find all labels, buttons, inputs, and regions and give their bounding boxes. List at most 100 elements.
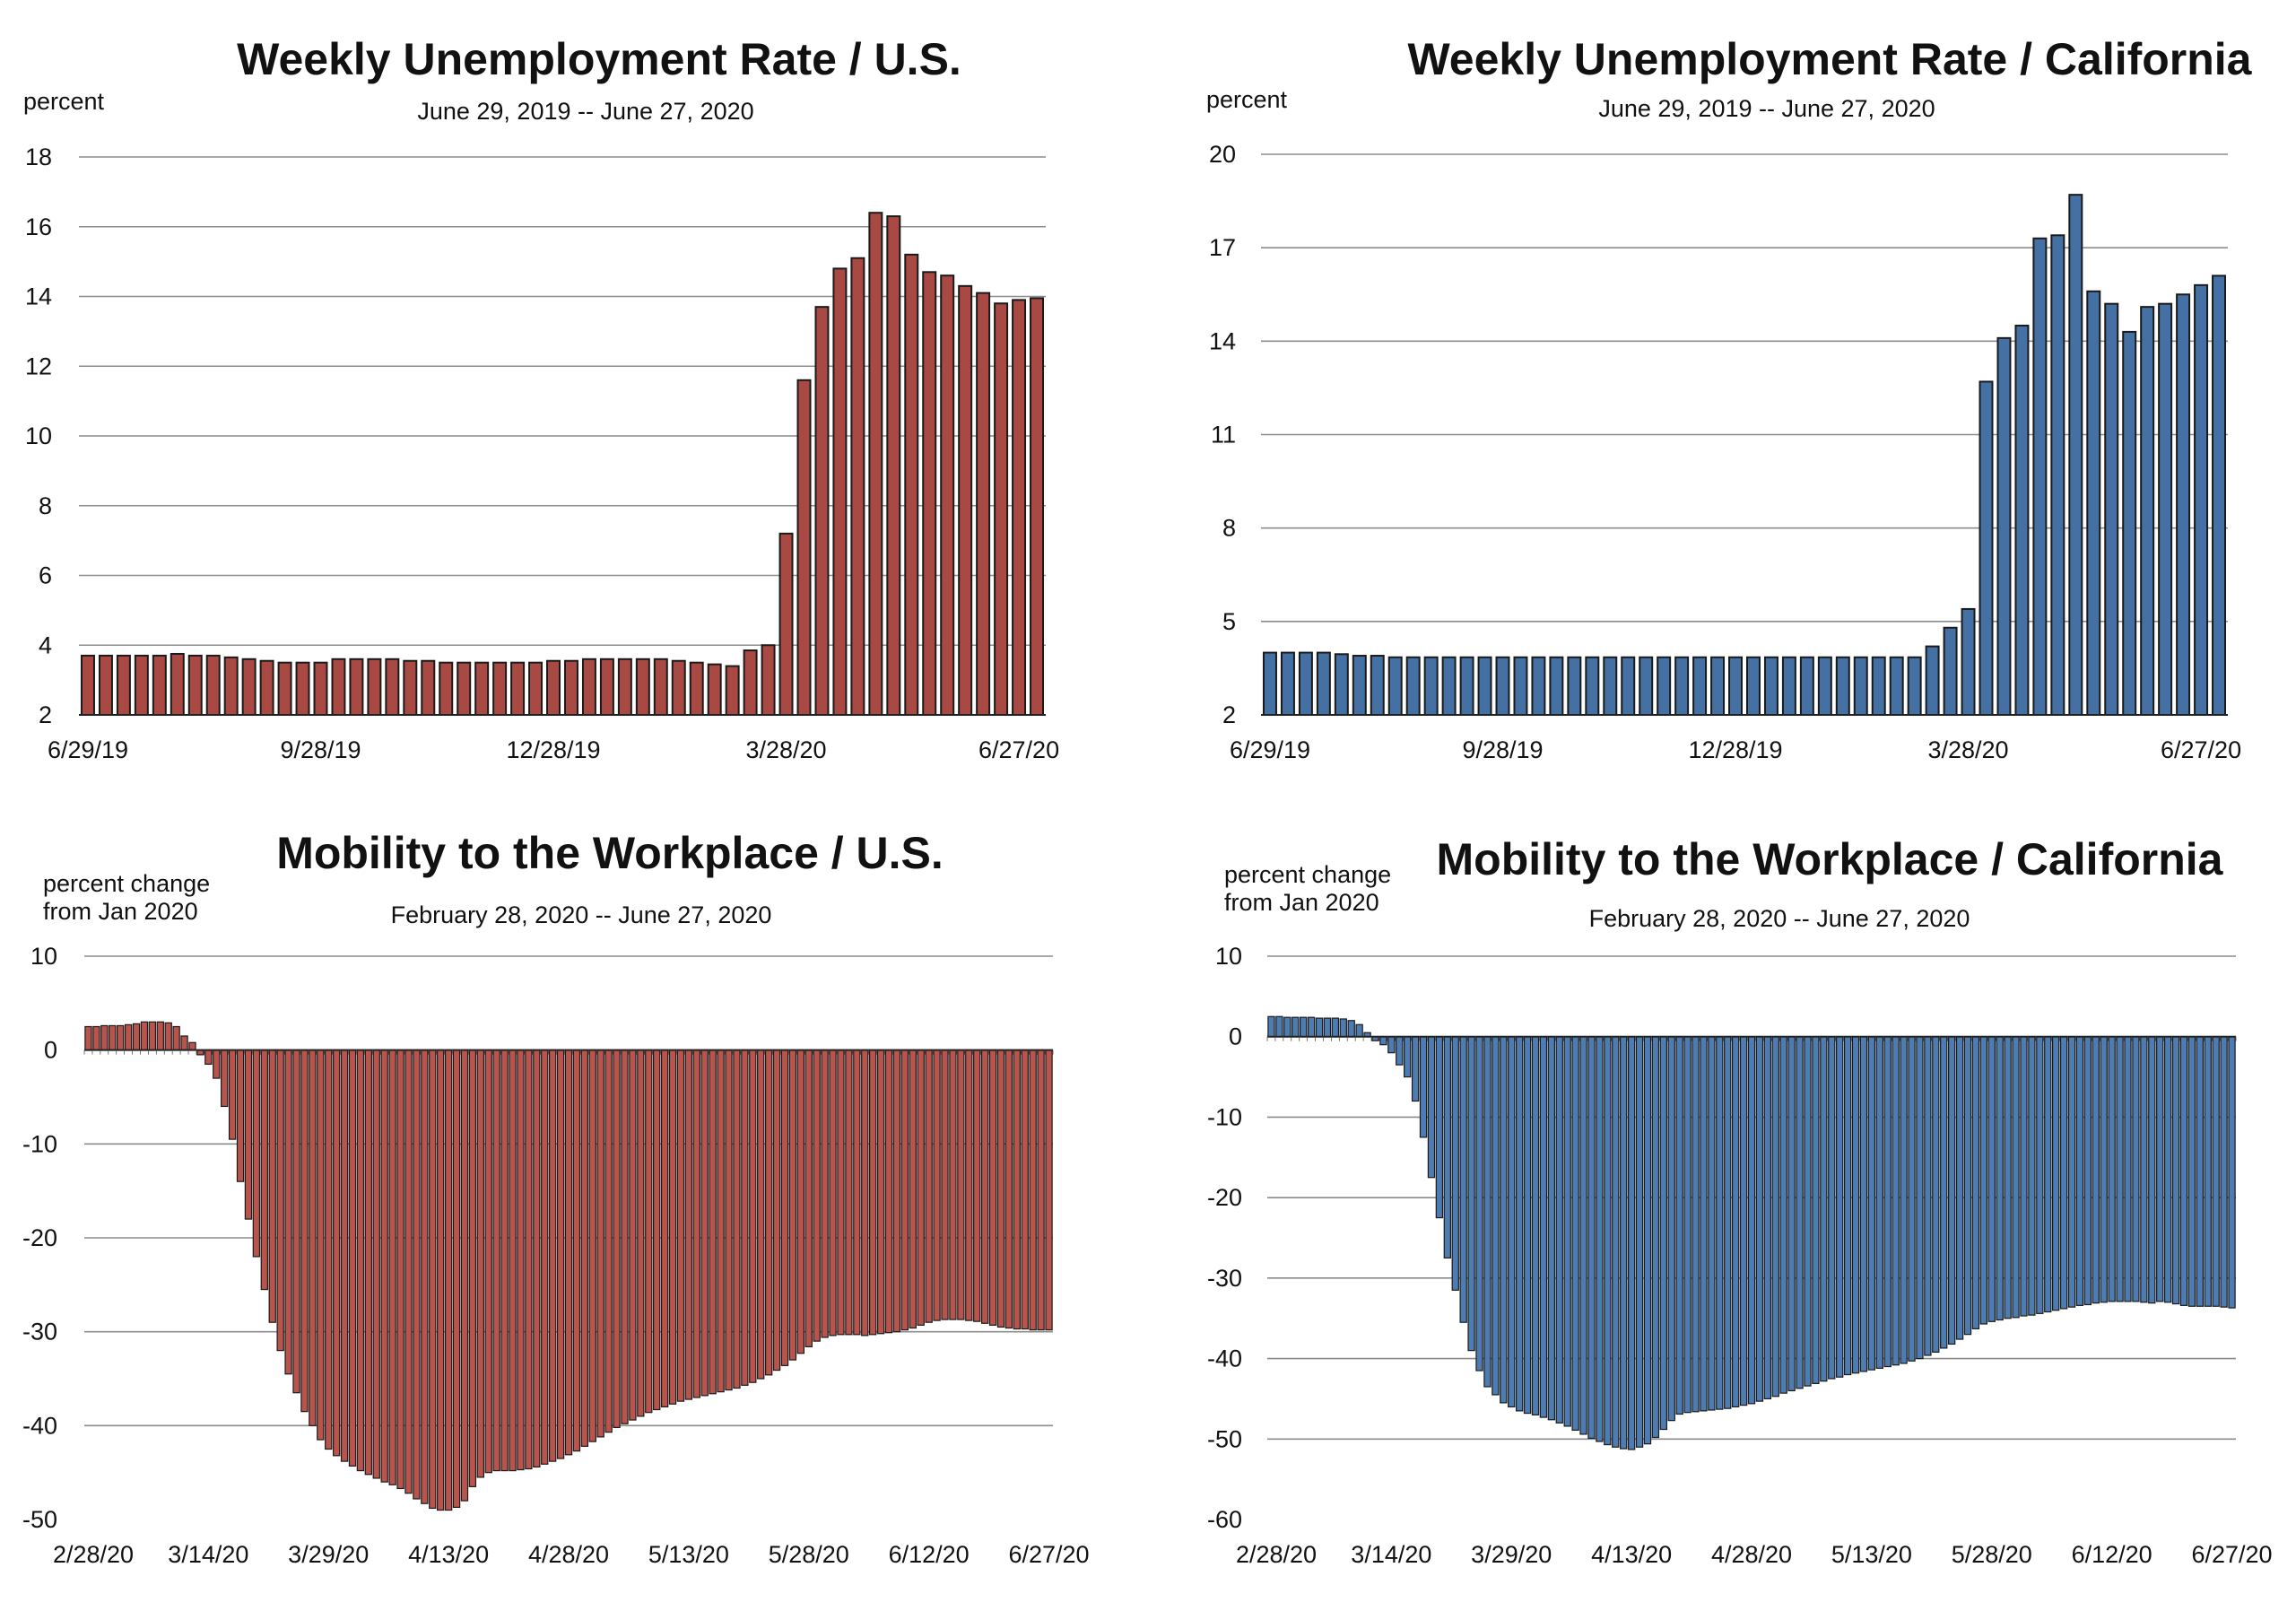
bar — [772, 1049, 781, 1372]
x-tick-label: 3/28/20 — [745, 736, 826, 763]
y-tick-label: 17 — [1209, 234, 1236, 261]
bar — [556, 1049, 565, 1459]
bar — [1979, 380, 1994, 716]
bar — [1531, 1036, 1540, 1415]
bar — [223, 656, 239, 716]
bar — [629, 1049, 637, 1421]
bar — [421, 659, 436, 716]
bar — [957, 1049, 965, 1320]
bar — [853, 1049, 861, 1336]
bar — [1812, 1036, 1820, 1384]
bar — [1724, 1036, 1732, 1409]
bar — [300, 1049, 309, 1413]
bar — [1396, 1036, 1404, 1066]
bar — [1477, 656, 1492, 717]
bar — [1387, 1036, 1396, 1054]
chart-subtitle: February 28, 2020 -- June 27, 2020 — [1589, 905, 1970, 932]
bar — [780, 1049, 789, 1366]
bar — [1763, 1036, 1772, 1400]
x-tick-label: 4/13/20 — [408, 1541, 489, 1568]
bar — [1947, 1036, 1956, 1345]
bar — [2194, 283, 2209, 716]
bar — [187, 654, 203, 716]
bar — [2086, 290, 2101, 716]
bar — [1419, 1036, 1428, 1138]
bar — [689, 661, 704, 717]
bar — [492, 1049, 500, 1472]
bar — [1963, 1036, 1972, 1336]
bar — [100, 1024, 109, 1051]
bar — [588, 1049, 596, 1442]
bar — [2212, 274, 2227, 716]
bar — [1627, 1036, 1636, 1450]
chart-title: Mobility to the Workplace / U.S. — [276, 828, 944, 878]
bar — [2075, 1036, 2084, 1306]
bar — [244, 1049, 253, 1220]
bar — [1037, 1049, 1045, 1331]
bar — [140, 1021, 149, 1051]
bar — [2132, 1036, 2140, 1302]
bar — [385, 657, 400, 716]
x-tick-label: 5/13/20 — [648, 1541, 729, 1568]
bar — [284, 1049, 292, 1375]
bar — [372, 1049, 380, 1479]
x-tick-label: 12/28/19 — [1688, 736, 1782, 763]
bar — [1979, 1036, 1988, 1325]
chart-title: Mobility to the Workplace / California — [1437, 834, 2224, 884]
bar — [1459, 656, 1474, 717]
bar — [653, 1049, 661, 1411]
bar — [653, 657, 668, 716]
bar — [116, 654, 131, 716]
y-tick-label: 14 — [1209, 327, 1236, 354]
bar — [617, 657, 632, 716]
chart-subtitle: February 28, 2020 -- June 27, 2020 — [391, 901, 772, 928]
bar — [1987, 1036, 1996, 1322]
bar — [205, 654, 221, 716]
bar — [2176, 293, 2191, 716]
bar — [707, 663, 722, 717]
bar — [134, 654, 149, 716]
bar — [1883, 1036, 1892, 1368]
bar — [1283, 1016, 1292, 1038]
bar — [581, 657, 596, 716]
bar — [1500, 1036, 1508, 1404]
y-tick-label: 8 — [1222, 515, 1236, 542]
bar — [764, 1049, 773, 1376]
bar — [580, 1049, 589, 1447]
bar — [460, 1049, 469, 1502]
bar — [1515, 1036, 1524, 1412]
bar — [500, 1049, 509, 1472]
bar — [252, 1049, 261, 1258]
bar — [1667, 1036, 1675, 1422]
bar — [1307, 1016, 1316, 1038]
bar — [1859, 1036, 1868, 1372]
bar — [1331, 1017, 1340, 1038]
bar — [2116, 1036, 2124, 1302]
bar — [484, 1049, 492, 1474]
bar — [1925, 645, 1940, 716]
bar — [837, 1049, 845, 1336]
bar — [845, 1049, 853, 1336]
bar — [268, 1049, 276, 1323]
bar — [1657, 656, 1672, 717]
x-tick-label: 2/28/20 — [1236, 1541, 1317, 1568]
x-tick-label: 9/28/19 — [280, 736, 361, 763]
y-tick-label: -40 — [1207, 1345, 1242, 1372]
x-tick-label: 9/28/19 — [1462, 736, 1543, 763]
bar — [2108, 1036, 2116, 1302]
bar — [510, 661, 526, 717]
bar — [1836, 1036, 1844, 1378]
bar — [2004, 1036, 2012, 1319]
y-tick-label: 18 — [25, 144, 52, 170]
y-tick-label: 2 — [1222, 701, 1236, 728]
bar — [1932, 1036, 1940, 1353]
bar — [98, 654, 113, 716]
bar — [596, 1049, 604, 1438]
bar — [331, 657, 346, 716]
bar — [509, 1049, 517, 1472]
bar — [1405, 656, 1421, 717]
bar — [1796, 1036, 1804, 1389]
bar — [1755, 1036, 1764, 1402]
bar — [884, 1049, 893, 1334]
chart-title: Weekly Unemployment Rate / U.S. — [237, 34, 961, 84]
